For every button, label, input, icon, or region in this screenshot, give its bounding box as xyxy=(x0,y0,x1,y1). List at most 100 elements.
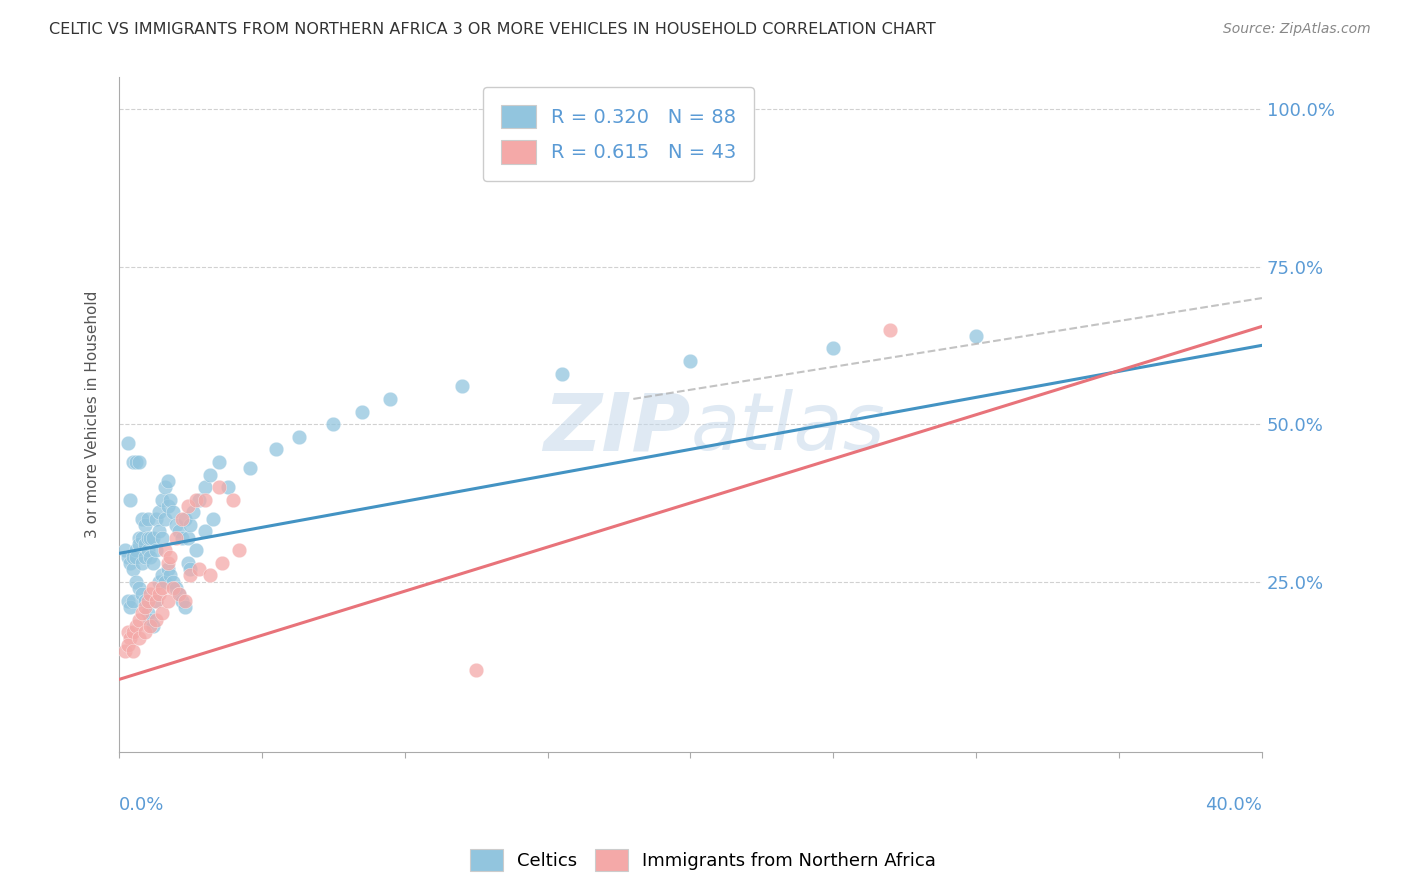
Point xyxy=(153,574,176,589)
Point xyxy=(134,518,156,533)
Point xyxy=(122,625,145,640)
Point xyxy=(165,581,187,595)
Point xyxy=(139,531,162,545)
Point xyxy=(142,619,165,633)
Point xyxy=(128,632,150,646)
Point xyxy=(167,524,190,539)
Point xyxy=(651,146,673,161)
Point xyxy=(156,593,179,607)
Text: 0.0%: 0.0% xyxy=(120,796,165,814)
Point xyxy=(170,511,193,525)
Point xyxy=(156,474,179,488)
Legend: R = 0.320   N = 88, R = 0.615   N = 43: R = 0.320 N = 88, R = 0.615 N = 43 xyxy=(484,87,754,181)
Point xyxy=(194,524,217,539)
Point xyxy=(179,562,201,576)
Point xyxy=(153,480,176,494)
Point xyxy=(145,543,167,558)
Point xyxy=(451,379,474,393)
Point xyxy=(128,581,150,595)
Point xyxy=(264,442,287,457)
Point xyxy=(153,543,176,558)
Point xyxy=(117,549,139,564)
Point xyxy=(134,599,156,614)
Point xyxy=(208,455,231,469)
Point xyxy=(148,587,170,601)
Point xyxy=(142,581,165,595)
Point xyxy=(131,587,153,601)
Point xyxy=(173,593,195,607)
Point xyxy=(150,492,173,507)
Point xyxy=(139,587,162,601)
Point xyxy=(142,531,165,545)
Point xyxy=(150,581,173,595)
Point xyxy=(136,511,159,525)
Text: atlas: atlas xyxy=(690,389,886,467)
Text: CELTIC VS IMMIGRANTS FROM NORTHERN AFRICA 3 OR MORE VEHICLES IN HOUSEHOLD CORREL: CELTIC VS IMMIGRANTS FROM NORTHERN AFRIC… xyxy=(49,22,936,37)
Point xyxy=(131,556,153,570)
Point xyxy=(208,480,231,494)
Point xyxy=(202,511,225,525)
Point xyxy=(128,531,150,545)
Point xyxy=(165,518,187,533)
Point xyxy=(179,568,201,582)
Point xyxy=(136,606,159,620)
Point xyxy=(150,568,173,582)
Point xyxy=(228,543,250,558)
Point xyxy=(148,505,170,519)
Point xyxy=(188,492,211,507)
Point xyxy=(125,455,148,469)
Point xyxy=(188,562,211,576)
Point xyxy=(125,574,148,589)
Text: Source: ZipAtlas.com: Source: ZipAtlas.com xyxy=(1223,22,1371,37)
Point xyxy=(322,417,344,431)
Point xyxy=(167,587,190,601)
Point xyxy=(186,492,208,507)
Point xyxy=(145,593,167,607)
Point xyxy=(142,556,165,570)
Point xyxy=(122,644,145,658)
Point xyxy=(120,556,142,570)
Point xyxy=(159,568,181,582)
Point xyxy=(159,549,181,564)
Point xyxy=(134,593,156,607)
Point xyxy=(879,322,901,336)
Point xyxy=(122,593,145,607)
Point xyxy=(551,367,574,381)
Point xyxy=(139,619,162,633)
Point xyxy=(145,511,167,525)
Point xyxy=(131,511,153,525)
Point xyxy=(150,531,173,545)
Point xyxy=(165,531,187,545)
Point xyxy=(156,556,179,570)
Point xyxy=(170,531,193,545)
Point xyxy=(131,531,153,545)
Point xyxy=(200,568,222,582)
Point xyxy=(183,505,205,519)
Point xyxy=(136,531,159,545)
Point xyxy=(153,511,176,525)
Text: ZIP: ZIP xyxy=(543,389,690,467)
Point xyxy=(239,461,262,475)
Point xyxy=(114,644,136,658)
Point xyxy=(159,492,181,507)
Point xyxy=(167,587,190,601)
Point xyxy=(131,606,153,620)
Point xyxy=(173,511,195,525)
Point xyxy=(122,455,145,469)
Point xyxy=(139,613,162,627)
Y-axis label: 3 or more Vehicles in Household: 3 or more Vehicles in Household xyxy=(86,291,100,539)
Legend: Celtics, Immigrants from Northern Africa: Celtics, Immigrants from Northern Africa xyxy=(463,842,943,879)
Point xyxy=(145,613,167,627)
Point xyxy=(186,543,208,558)
Point xyxy=(120,632,142,646)
Point xyxy=(117,625,139,640)
Point xyxy=(176,499,198,513)
Point xyxy=(200,467,222,482)
Point xyxy=(139,549,162,564)
Point xyxy=(120,492,142,507)
Point xyxy=(465,663,488,677)
Point xyxy=(117,593,139,607)
Point xyxy=(222,492,245,507)
Point xyxy=(350,404,373,418)
Point xyxy=(136,593,159,607)
